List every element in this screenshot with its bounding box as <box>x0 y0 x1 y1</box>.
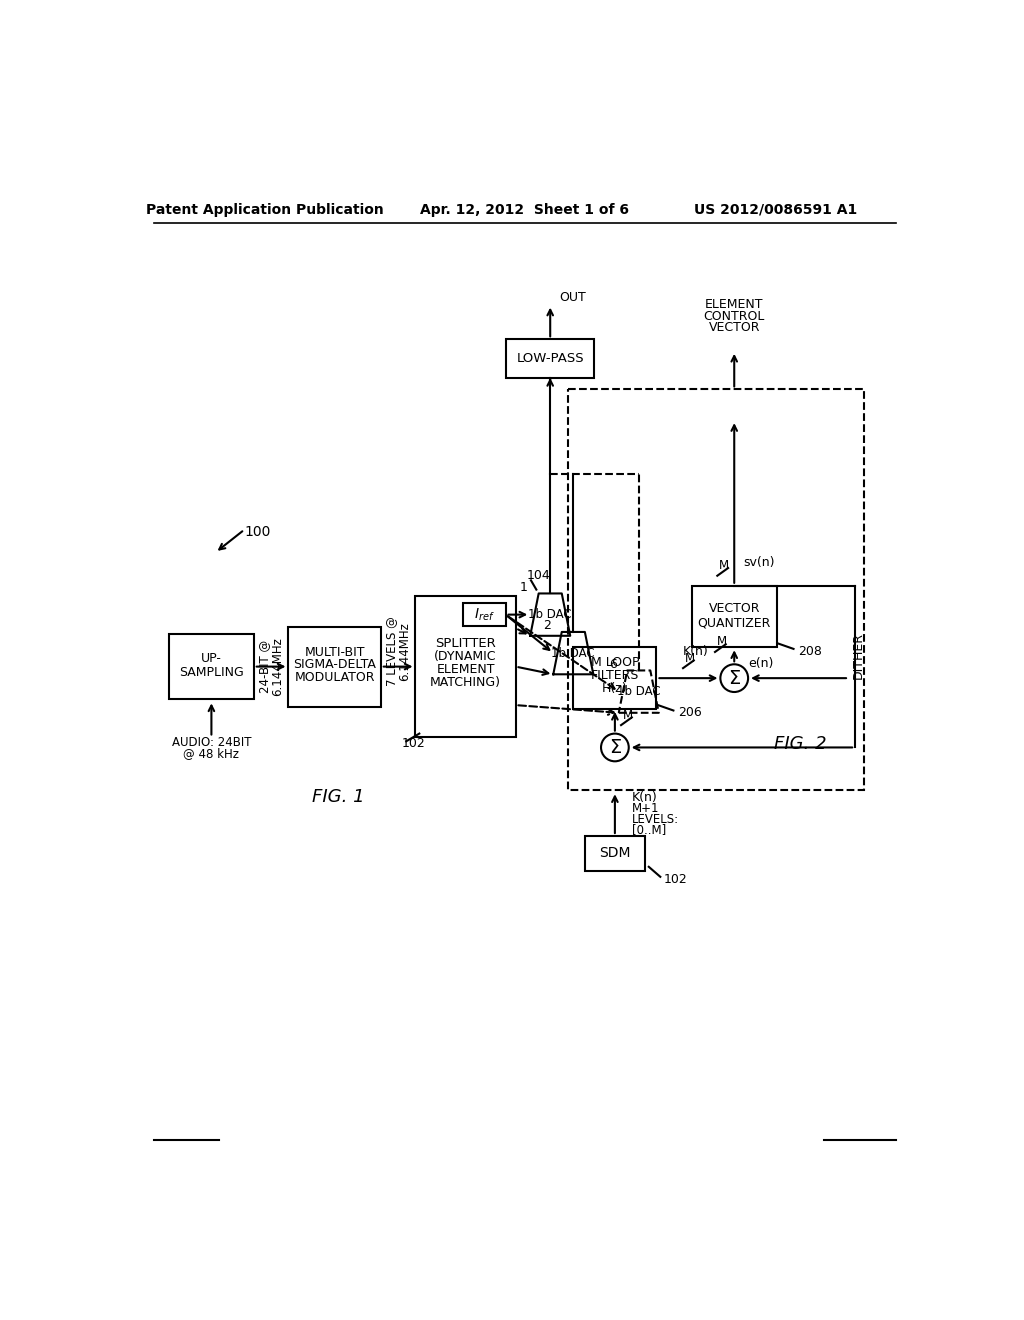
Text: M: M <box>685 652 695 665</box>
Text: 1: 1 <box>520 581 528 594</box>
Bar <box>416 595 515 738</box>
Text: Apr. 12, 2012  Sheet 1 of 6: Apr. 12, 2012 Sheet 1 of 6 <box>420 203 630 216</box>
Text: US 2012/0086591 A1: US 2012/0086591 A1 <box>694 203 857 216</box>
Text: ELEMENT: ELEMENT <box>436 663 495 676</box>
Text: OUT: OUT <box>559 290 586 304</box>
Text: Σ: Σ <box>728 669 740 688</box>
Bar <box>169 635 254 700</box>
Text: 1b DAC: 1b DAC <box>616 685 660 698</box>
Text: (DYNAMIC: (DYNAMIC <box>434 649 497 663</box>
Text: 6.144MHz: 6.144MHz <box>397 622 411 681</box>
Bar <box>289 627 381 706</box>
Text: ELEMENT: ELEMENT <box>705 298 764 312</box>
Text: 102: 102 <box>665 874 688 887</box>
Text: VECTOR: VECTOR <box>709 602 760 615</box>
Text: 6.144MHz: 6.144MHz <box>270 638 284 696</box>
Text: e(n): e(n) <box>749 657 773 671</box>
Text: [0..M]: [0..M] <box>632 824 666 837</box>
Text: M: M <box>717 635 727 648</box>
Polygon shape <box>530 594 570 636</box>
Polygon shape <box>618 671 658 713</box>
Text: MATCHING): MATCHING) <box>430 676 501 689</box>
Text: VECTOR: VECTOR <box>709 321 760 334</box>
Text: Patent Application Publication: Patent Application Publication <box>146 203 384 216</box>
Text: 7 LEVELS @: 7 LEVELS @ <box>385 616 398 686</box>
Text: 104: 104 <box>527 569 551 582</box>
Text: 206: 206 <box>678 706 701 719</box>
Text: Σ: Σ <box>608 738 621 756</box>
Text: QUANTIZER: QUANTIZER <box>697 616 771 630</box>
Text: M: M <box>719 560 729 573</box>
Text: 1b DAC: 1b DAC <box>528 609 572 622</box>
Text: SAMPLING: SAMPLING <box>179 667 244 680</box>
Text: 2: 2 <box>543 619 551 632</box>
Bar <box>692 586 776 647</box>
Text: SIGMA-DELTA: SIGMA-DELTA <box>293 657 376 671</box>
Text: AUDIO: 24BIT: AUDIO: 24BIT <box>172 735 251 748</box>
Text: FIG. 1: FIG. 1 <box>312 788 365 807</box>
Text: M: M <box>623 709 633 722</box>
Text: MULTI-BIT: MULTI-BIT <box>304 647 365 659</box>
Text: 24-BIT @: 24-BIT @ <box>258 640 271 693</box>
Text: SDM: SDM <box>599 846 631 859</box>
Text: sv(n): sv(n) <box>743 556 775 569</box>
Bar <box>568 389 864 789</box>
Text: LEVELS:: LEVELS: <box>632 813 679 825</box>
Text: M LOOP: M LOOP <box>591 656 639 669</box>
Text: H(z): H(z) <box>602 682 628 696</box>
Text: SPLITTER: SPLITTER <box>435 638 496 649</box>
Text: 208: 208 <box>798 644 822 657</box>
Text: FIG. 2: FIG. 2 <box>774 735 826 752</box>
Text: LOW-PASS: LOW-PASS <box>516 352 584 366</box>
Text: K(n): K(n) <box>632 791 657 804</box>
Text: CONTROL: CONTROL <box>703 310 765 323</box>
Text: M+1: M+1 <box>632 801 659 814</box>
Text: DITHER: DITHER <box>852 631 864 678</box>
Text: MODULATOR: MODULATOR <box>294 671 375 684</box>
Bar <box>585 836 645 871</box>
Text: FILTERS: FILTERS <box>591 668 639 681</box>
Text: K(n): K(n) <box>682 644 709 657</box>
Bar <box>573 647 656 709</box>
Bar <box>506 339 595 378</box>
Text: 102: 102 <box>401 737 425 750</box>
Text: UP-: UP- <box>201 652 222 665</box>
Text: 100: 100 <box>245 525 271 539</box>
Polygon shape <box>553 632 593 675</box>
Text: 6: 6 <box>608 657 616 671</box>
Text: 1b DAC: 1b DAC <box>552 647 595 660</box>
Text: $I_{ref}$: $I_{ref}$ <box>474 606 495 623</box>
Text: @ 48 kHz: @ 48 kHz <box>183 747 240 760</box>
Bar <box>463 603 506 626</box>
